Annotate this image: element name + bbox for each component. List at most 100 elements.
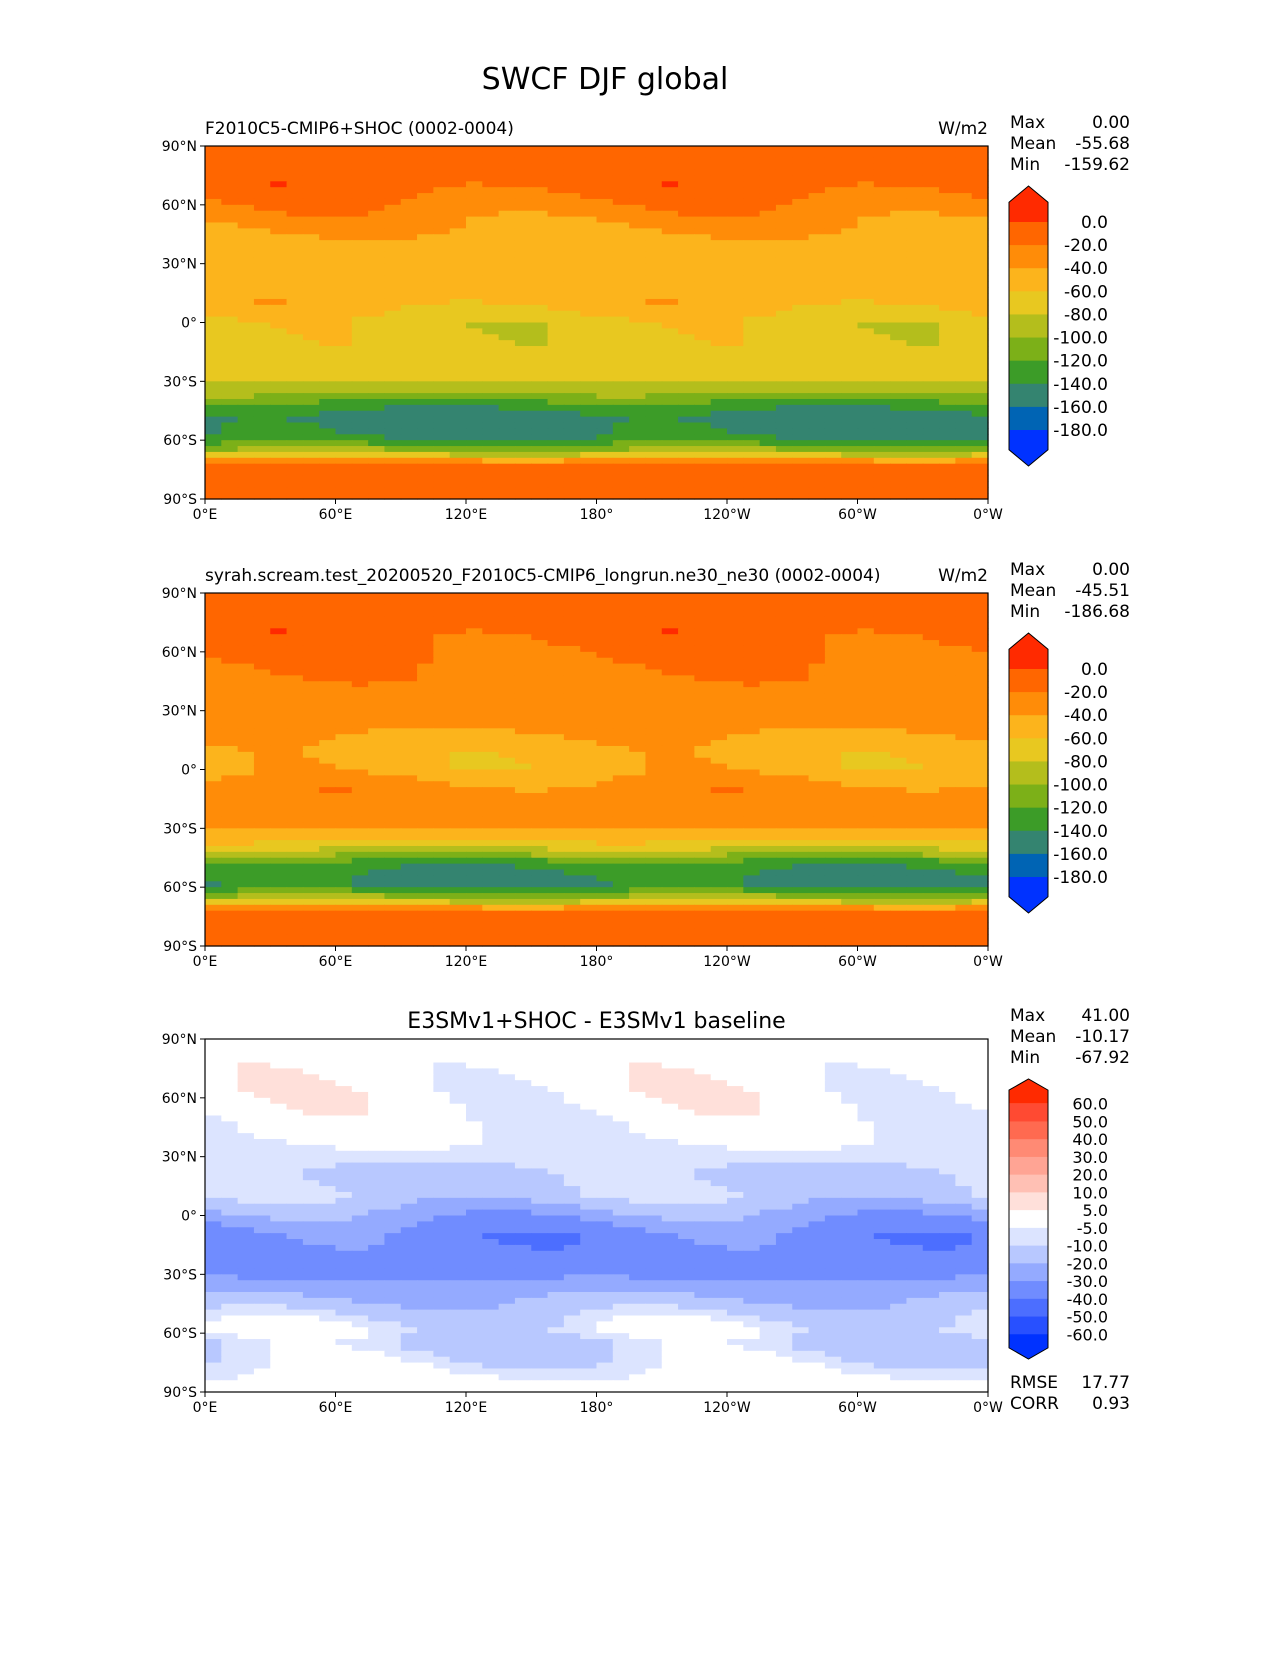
map-cell <box>743 693 760 699</box>
map-cell <box>401 722 418 728</box>
map-cell <box>792 305 809 311</box>
map-cell <box>254 487 271 493</box>
map-cell <box>417 822 434 828</box>
map-cell <box>401 693 418 699</box>
map-cell <box>580 740 597 746</box>
map-cell <box>972 664 989 670</box>
map-cell <box>548 346 565 352</box>
map-cell <box>384 799 401 805</box>
map-cell <box>841 728 858 734</box>
map-cell <box>319 805 336 811</box>
map-cell <box>205 805 222 811</box>
map-cell <box>955 464 972 470</box>
map-cell <box>727 317 744 323</box>
map-cell <box>401 781 418 787</box>
map-cell <box>221 746 238 752</box>
map-cell <box>760 811 777 817</box>
map-cell <box>792 152 809 158</box>
map-cell <box>858 334 875 340</box>
map-cell <box>874 452 891 458</box>
map-cell <box>368 405 385 411</box>
map-cell <box>890 264 907 270</box>
map-cell <box>482 605 499 611</box>
map-cell <box>401 652 418 658</box>
map-cell <box>270 722 287 728</box>
map-cell <box>417 640 434 646</box>
map-cell <box>515 370 532 376</box>
map-cell <box>645 752 662 758</box>
map-cell <box>629 805 646 811</box>
map-cell <box>433 240 450 246</box>
map-cell <box>238 405 255 411</box>
map-cell <box>939 428 956 434</box>
map-cell <box>890 834 907 840</box>
map-cell <box>319 375 336 381</box>
map-cell <box>662 205 679 211</box>
map-cell <box>466 758 483 764</box>
map-cell <box>303 175 320 181</box>
map-cell <box>368 281 385 287</box>
map-cell <box>466 699 483 705</box>
map-cell <box>923 658 940 664</box>
map-cell <box>368 393 385 399</box>
map-cell <box>841 370 858 376</box>
map-cell <box>270 275 287 281</box>
map-cell <box>678 270 695 276</box>
map-cell <box>238 399 255 405</box>
map-cell <box>433 775 450 781</box>
map-cell <box>580 258 597 264</box>
map-cell <box>238 217 255 223</box>
map-cell <box>678 405 695 411</box>
map-cell <box>711 740 728 746</box>
map-cell <box>662 164 679 170</box>
map-cell <box>564 805 581 811</box>
map-cell <box>270 270 287 276</box>
map-cell <box>694 652 711 658</box>
map-cell <box>890 740 907 746</box>
map-cell <box>384 311 401 317</box>
map-cell <box>384 211 401 217</box>
map-cell <box>303 264 320 270</box>
map-cell <box>548 834 565 840</box>
map-cell <box>417 652 434 658</box>
map-cell <box>841 405 858 411</box>
map-cell <box>792 758 809 764</box>
map-cell <box>303 658 320 664</box>
map-cell <box>515 152 532 158</box>
map-cell <box>613 205 630 211</box>
map-cell <box>972 675 989 681</box>
map-cell <box>760 175 777 181</box>
map-cell <box>858 175 875 181</box>
map-cell <box>270 681 287 687</box>
map-cell <box>711 658 728 664</box>
map-cell <box>825 252 842 258</box>
map-cell <box>955 405 972 411</box>
map-cell <box>515 458 532 464</box>
map-cell <box>972 275 989 281</box>
map-cell <box>401 423 418 429</box>
map-cell <box>743 281 760 287</box>
map-cell <box>613 411 630 417</box>
map-cell <box>254 381 271 387</box>
map-cell <box>384 752 401 758</box>
map-cell <box>580 158 597 164</box>
map-cell <box>858 158 875 164</box>
map-cell <box>401 705 418 711</box>
map-cell <box>254 681 271 687</box>
map-cell <box>564 752 581 758</box>
map-cell <box>792 187 809 193</box>
map-cell <box>548 381 565 387</box>
map-cell <box>727 170 744 176</box>
map-cell <box>515 787 532 793</box>
map-cell <box>939 775 956 781</box>
map-cell <box>776 840 793 846</box>
map-cell <box>694 481 711 487</box>
map-cell <box>939 405 956 411</box>
map-cell <box>466 828 483 834</box>
map-cell <box>858 364 875 370</box>
map-cell <box>760 440 777 446</box>
map-cell <box>874 622 891 628</box>
map-cell <box>254 775 271 781</box>
map-cell <box>466 417 483 423</box>
